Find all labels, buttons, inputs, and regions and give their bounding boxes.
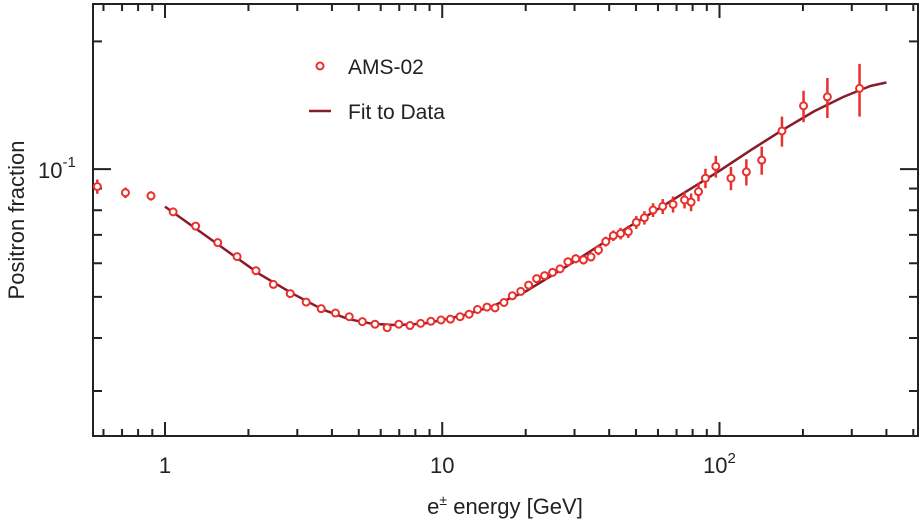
data-point [268, 279, 278, 289]
data-point [92, 182, 102, 192]
plot-frame [92, 3, 919, 437]
data-point [532, 274, 542, 284]
data-point [578, 255, 588, 265]
data-point [405, 321, 415, 331]
data-point [563, 257, 573, 267]
data-point [555, 264, 565, 274]
x-axis-label: e± energy [GeV] [427, 492, 583, 519]
data-point [285, 289, 295, 299]
x-tick-label: 1 [159, 453, 171, 478]
data-point [191, 221, 201, 231]
data-point [251, 266, 261, 276]
data-point [616, 229, 626, 239]
data-point [507, 291, 517, 301]
data-point [524, 280, 534, 290]
data-point [490, 303, 500, 313]
ams-02-series [92, 63, 865, 333]
data-point [146, 191, 156, 201]
data-point [648, 205, 658, 215]
y-axis-tick-labels: 10-1 [38, 154, 76, 183]
data-point [330, 308, 340, 318]
data-point [593, 245, 603, 255]
data-point [608, 231, 618, 241]
x-tick-label: 102 [703, 450, 736, 478]
data-point [464, 309, 474, 319]
axis-ticks [93, 4, 918, 436]
data-point [711, 161, 721, 171]
data-point [394, 319, 404, 329]
data-point [370, 319, 380, 329]
data-point [601, 237, 611, 247]
data-point [426, 316, 436, 326]
data-point [213, 238, 223, 248]
data-point [301, 297, 311, 307]
data-point [316, 304, 326, 314]
data-point [445, 314, 455, 324]
legend: AMS-02 Fit to Data [309, 56, 445, 124]
data-point [455, 312, 465, 322]
legend-marker-ams-02 [315, 61, 325, 71]
data-point [777, 126, 787, 136]
data-point [586, 252, 596, 262]
data-point [482, 302, 492, 312]
data-point [741, 167, 751, 177]
data-point [658, 201, 668, 211]
legend-label-ams-02: AMS-02 [348, 56, 424, 79]
data-point [472, 304, 482, 314]
data-point [799, 101, 809, 111]
data-point [416, 318, 426, 328]
data-point [120, 188, 130, 198]
data-point [548, 267, 558, 277]
y-axis-label: Positron fraction [4, 141, 29, 300]
data-point [516, 286, 526, 296]
data-point [855, 83, 865, 93]
data-point [357, 317, 367, 327]
data-point [822, 92, 832, 102]
data-point [623, 227, 633, 237]
data-point [382, 323, 392, 333]
data-point [436, 315, 446, 325]
data-point [499, 297, 509, 307]
data-point [344, 312, 354, 322]
data-point [686, 197, 696, 207]
data-point [540, 271, 550, 281]
plot-area-border [92, 3, 919, 437]
data-point [571, 254, 581, 264]
data-point [693, 187, 703, 197]
legend-label-fit: Fit to Data [348, 101, 445, 124]
data-point [757, 155, 767, 165]
y-tick-label: 10-1 [38, 154, 76, 183]
data-point [668, 199, 678, 209]
data-point [726, 173, 736, 183]
data-point [232, 252, 242, 262]
data-point [639, 213, 649, 223]
x-tick-label: 10 [430, 453, 454, 478]
data-point [631, 217, 641, 227]
data-point [700, 173, 710, 183]
data-point [168, 207, 178, 217]
x-axis-tick-labels: 1 10 102 [159, 450, 736, 478]
